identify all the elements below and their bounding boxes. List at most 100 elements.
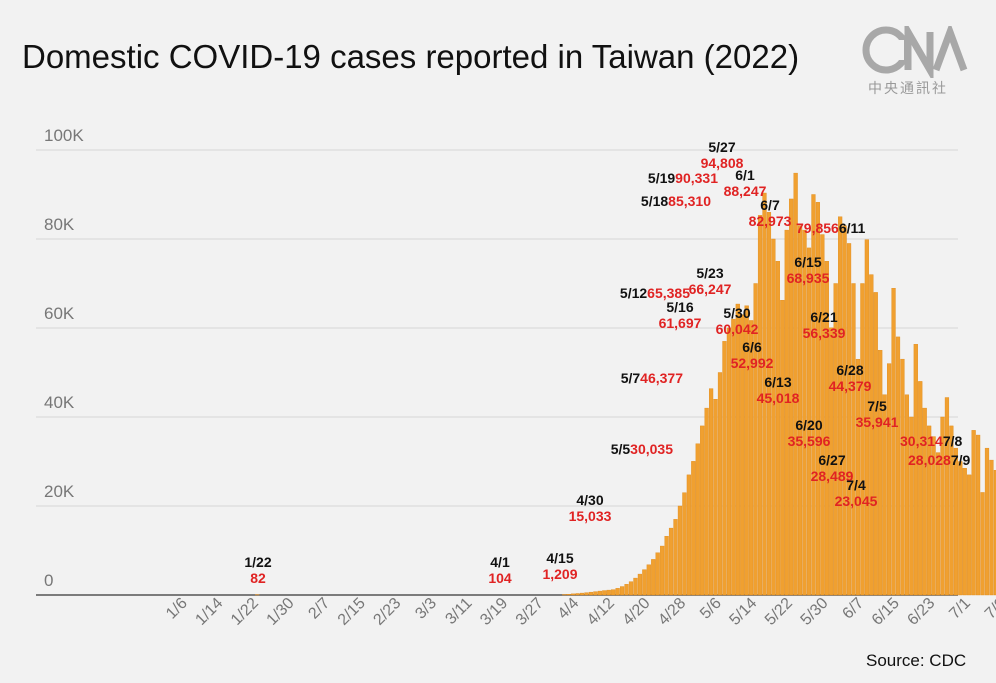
x-tick-label: 4/20 xyxy=(620,595,654,629)
annotation: 5/1990,331 xyxy=(648,170,718,186)
bar xyxy=(691,461,696,596)
bar xyxy=(895,336,901,596)
bar xyxy=(611,589,616,596)
x-tick-label: 5/22 xyxy=(762,595,796,629)
x-tick-label: 2/15 xyxy=(335,595,369,629)
annotation-value: 52,992 xyxy=(731,355,774,371)
annotation-line: 5/1265,385 xyxy=(620,285,690,301)
bar xyxy=(753,283,758,596)
annotation: 5/746,377 xyxy=(621,370,684,386)
bar xyxy=(860,283,865,596)
bar xyxy=(615,588,620,596)
bar xyxy=(855,358,861,596)
y-tick-label: 60K xyxy=(44,304,75,323)
annotation-date: 4/1 xyxy=(490,554,510,570)
bar xyxy=(709,388,714,596)
bar xyxy=(989,459,994,596)
bar xyxy=(655,552,660,596)
y-tick-label: 80K xyxy=(44,215,75,234)
annotation-line: 28,0287/9 xyxy=(908,452,971,468)
logo-text: 中央通訊社 xyxy=(868,81,948,97)
bar xyxy=(597,590,602,596)
bar xyxy=(878,350,883,596)
x-tick-label: 3/27 xyxy=(513,595,547,629)
annotation-value: 30,314 xyxy=(900,433,943,449)
bar xyxy=(967,474,972,596)
annotation-date: 7/5 xyxy=(867,398,887,414)
annotation-line: 30,3147/8 xyxy=(900,433,963,449)
x-tick-label: 4/28 xyxy=(655,595,689,629)
annotation-date: 6/15 xyxy=(794,254,821,270)
annotation-date: 7/8 xyxy=(943,433,963,449)
bar xyxy=(798,225,803,596)
bar xyxy=(980,492,985,596)
chart-title: Domestic COVID-19 cases reported in Taiw… xyxy=(22,38,800,75)
bar xyxy=(584,592,589,596)
bar xyxy=(958,461,963,596)
x-tick-label: 5/6 xyxy=(697,595,725,623)
bar xyxy=(762,192,767,596)
bar xyxy=(931,436,936,596)
annotation-date: 6/20 xyxy=(795,417,822,433)
annotation-date: 5/19 xyxy=(648,170,675,186)
annotation-date: 5/23 xyxy=(696,265,723,281)
bar xyxy=(588,591,594,596)
x-tick-label: 1/6 xyxy=(163,595,191,623)
annotation-date: 5/7 xyxy=(621,370,641,386)
annotation-value: 66,247 xyxy=(689,281,732,297)
annotation-value: 44,379 xyxy=(829,378,872,394)
bar xyxy=(842,225,847,596)
annotation-date: 6/21 xyxy=(810,309,837,325)
bar xyxy=(651,559,656,596)
bar xyxy=(602,590,607,596)
bar xyxy=(673,519,678,596)
bar xyxy=(771,238,776,596)
bar xyxy=(722,341,727,596)
bar xyxy=(624,584,629,596)
bar xyxy=(571,593,576,596)
bar xyxy=(789,198,794,596)
bar xyxy=(731,318,736,596)
bar xyxy=(642,569,647,596)
bar xyxy=(749,320,754,596)
bar xyxy=(784,229,789,596)
bar xyxy=(704,407,709,596)
bar xyxy=(935,452,941,596)
bar xyxy=(713,399,718,596)
bar xyxy=(677,505,683,596)
bar xyxy=(820,234,825,596)
bar xyxy=(971,430,976,596)
annotation-value: 94,808 xyxy=(701,155,744,171)
bar xyxy=(606,589,611,596)
bar xyxy=(700,425,705,596)
x-tick-label: 7/1 xyxy=(946,595,974,623)
bar xyxy=(909,416,914,596)
bar xyxy=(851,283,856,596)
annotation-value: 56,339 xyxy=(803,325,846,341)
annotation-date: 6/11 xyxy=(839,220,866,236)
annotation-value: 79,856 xyxy=(796,220,839,236)
bar xyxy=(637,573,642,596)
bar xyxy=(735,303,740,596)
bar xyxy=(922,407,927,596)
annotation-value: 85,310 xyxy=(668,193,711,209)
annotation: 5/530,035 xyxy=(611,441,674,457)
annotation-value: 60,042 xyxy=(716,321,759,337)
x-tick-label: 6/7 xyxy=(839,595,867,623)
bar xyxy=(882,394,887,596)
annotation-line: 5/530,035 xyxy=(611,441,674,457)
bar xyxy=(913,344,918,596)
x-tick-label: 6/15 xyxy=(869,595,903,629)
annotation-value: 104 xyxy=(488,570,512,586)
annotation: 6/652,992 xyxy=(731,339,774,371)
annotation-date: 6/28 xyxy=(836,362,863,378)
bar xyxy=(775,261,780,596)
